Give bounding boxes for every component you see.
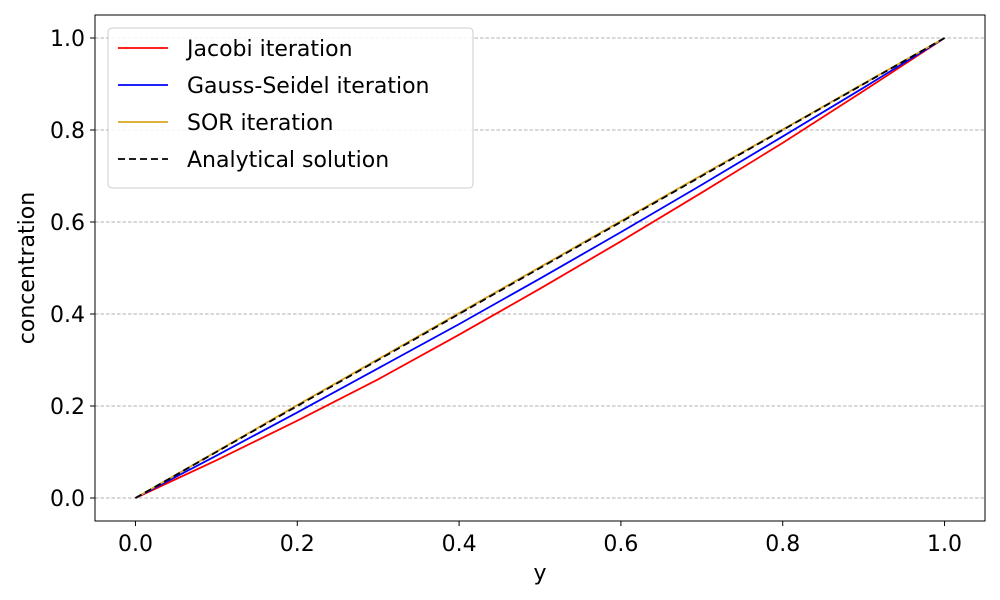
legend-label: SOR iteration [187,111,334,136]
y-axis-label: concentration [15,192,40,344]
series-line-1 [135,37,946,499]
y-tick-label: 0.6 [50,211,85,236]
legend-label: Jacobi iteration [185,37,353,62]
y-tick-label: 0.2 [50,395,85,420]
axis-ticks: 0.0 0.2 0.4 0.6 0.8 1.0 0.0 0.2 0.4 0.6 0.8 1.0 [50,27,962,557]
legend-label: Gauss-Seidel iteration [187,74,430,99]
x-tick-label: 0.8 [765,532,800,557]
x-tick-label: 0.0 [118,532,153,557]
plot-frame [94,14,986,522]
x-tick-label: 0.4 [442,532,477,557]
series-lines [135,37,946,499]
x-tick-label: 0.2 [280,532,315,557]
y-tick-label: 0.8 [50,119,85,144]
y-tick-label: 0.4 [50,303,85,328]
x-axis-label: y [533,561,546,586]
legend-label: Analytical solution [187,148,389,173]
legend-box [107,27,474,189]
x-tick-label: 0.6 [603,532,638,557]
series-line-2 [135,37,946,499]
y-tick-label: 1.0 [50,27,85,52]
series-line-4 [135,37,945,499]
x-tick-label: 1.0 [927,532,962,557]
legend: Jacobi iteration Gauss-Seidel iteration SO… [107,27,474,189]
y-tick-label: 0.0 [50,487,85,512]
